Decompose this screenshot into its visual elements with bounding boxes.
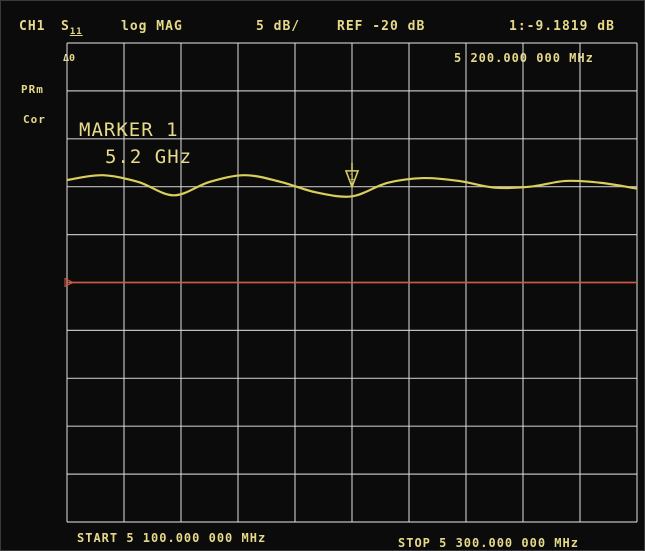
- reference-label: REF -20 dB: [337, 19, 426, 34]
- scale-label: 5 dB/: [256, 19, 301, 34]
- marker-delta-symbol: Δ0: [63, 53, 76, 64]
- marker-1-number: 1: [349, 173, 354, 183]
- marker-label: MARKER 1: [79, 119, 179, 141]
- channel-label: CH1: [19, 19, 46, 34]
- marker-frequency: 5.2 GHz: [105, 146, 193, 168]
- start-frequency: START 5 100.000 000 MHz: [77, 531, 267, 545]
- parameter-subscript: 11: [69, 27, 83, 37]
- parameter-label: S11: [61, 19, 83, 37]
- format-label: log MAG: [121, 19, 183, 34]
- parameter-main: S: [61, 19, 70, 34]
- reference-level-arrow: [64, 277, 75, 288]
- parameter-mode-annotation: PRm: [21, 83, 44, 96]
- measurement-trace: [66, 174, 638, 198]
- stop-frequency: STOP 5 300.000 000 MHz: [398, 536, 579, 550]
- marker-readout: 1:-9.1819 dB: [509, 19, 615, 34]
- correction-annotation: Cor: [23, 113, 46, 126]
